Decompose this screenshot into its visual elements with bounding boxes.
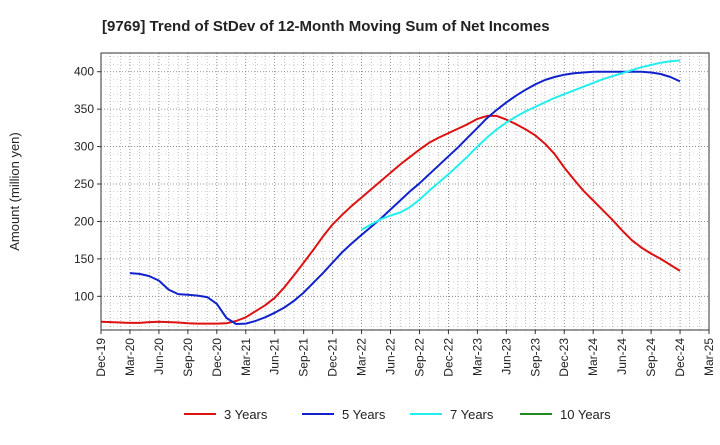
x-tick-label: Dec-23 (557, 338, 571, 377)
y-axis-label: Amount (million yen) (7, 132, 22, 251)
x-tick-label: Mar-25 (702, 338, 716, 376)
x-tick-label: Jun-22 (384, 338, 398, 375)
chart-title: [9769] Trend of StDev of 12-Month Moving… (102, 18, 550, 35)
y-tick-label: 300 (74, 140, 94, 154)
legend-label-5-years: 5 Years (342, 407, 386, 422)
x-tick-label: Jun-23 (499, 338, 513, 375)
x-tick-label: Mar-22 (355, 338, 369, 376)
x-tick-label: Mar-24 (586, 338, 600, 376)
legend-label-10-years: 10 Years (560, 407, 611, 422)
x-tick-label: Mar-21 (239, 338, 253, 376)
x-tick-label: Jun-24 (615, 338, 629, 375)
x-tick-label: Sep-22 (412, 338, 426, 377)
y-tick-label: 350 (74, 102, 94, 116)
x-tick-label: Jun-20 (152, 338, 166, 375)
x-tick-label: Dec-20 (210, 338, 224, 377)
x-tick-label: Sep-23 (528, 338, 542, 377)
y-tick-label: 250 (74, 177, 94, 191)
y-tick-label: 100 (74, 289, 94, 303)
series-line-7-years (361, 59, 681, 231)
y-tick-label: 200 (74, 214, 94, 228)
series-lines (100, 59, 681, 325)
y-tick-label: 150 (74, 252, 94, 266)
x-tick-label: Dec-24 (673, 338, 687, 377)
y-tick-label: 400 (74, 65, 94, 79)
x-tick-label: Dec-21 (326, 338, 340, 377)
legend-label-7-years: 7 Years (450, 407, 494, 422)
x-tick-label: Mar-20 (123, 338, 137, 376)
y-axis-ticks: 100 150 200 250 300 350 400 (74, 65, 101, 303)
grid (101, 53, 709, 330)
x-tick-label: Sep-21 (297, 338, 311, 377)
x-tick-label: Dec-22 (441, 338, 455, 377)
x-tick-label: Sep-20 (181, 338, 195, 377)
x-tick-label: Sep-24 (644, 338, 658, 377)
series-line-5-years (129, 70, 681, 325)
series-line-3-years (100, 114, 681, 325)
x-tick-label: Jun-21 (268, 338, 282, 375)
x-tick-label: Mar-23 (470, 338, 484, 376)
legend-label-3-years: 3 Years (224, 407, 268, 422)
plot-area-frame (100, 52, 710, 331)
x-axis-ticks: Dec-19 Mar-20 Jun-20 Sep-20 Dec-20 Mar-21 Jun-… (94, 330, 716, 377)
x-tick-label: Dec-19 (94, 338, 108, 377)
legend: 3 Years 5 Years 7 Years 10 Years (184, 407, 611, 422)
